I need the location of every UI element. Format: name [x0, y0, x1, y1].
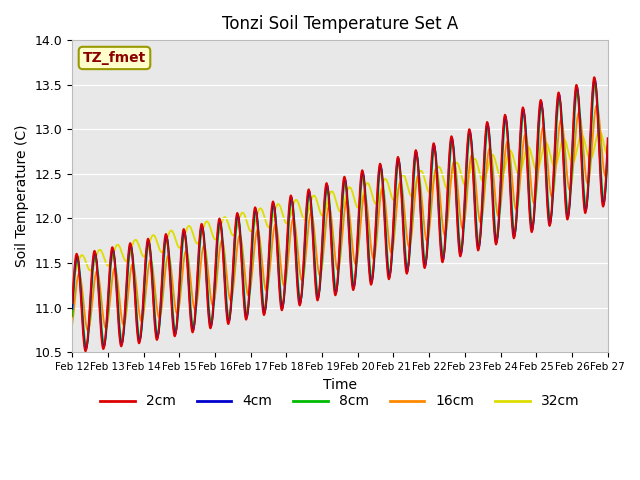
- Text: TZ_fmet: TZ_fmet: [83, 51, 146, 65]
- Y-axis label: Soil Temperature (C): Soil Temperature (C): [15, 125, 29, 267]
- X-axis label: Time: Time: [323, 377, 357, 392]
- Title: Tonzi Soil Temperature Set A: Tonzi Soil Temperature Set A: [222, 15, 458, 33]
- Legend: 2cm, 4cm, 8cm, 16cm, 32cm: 2cm, 4cm, 8cm, 16cm, 32cm: [95, 389, 586, 414]
